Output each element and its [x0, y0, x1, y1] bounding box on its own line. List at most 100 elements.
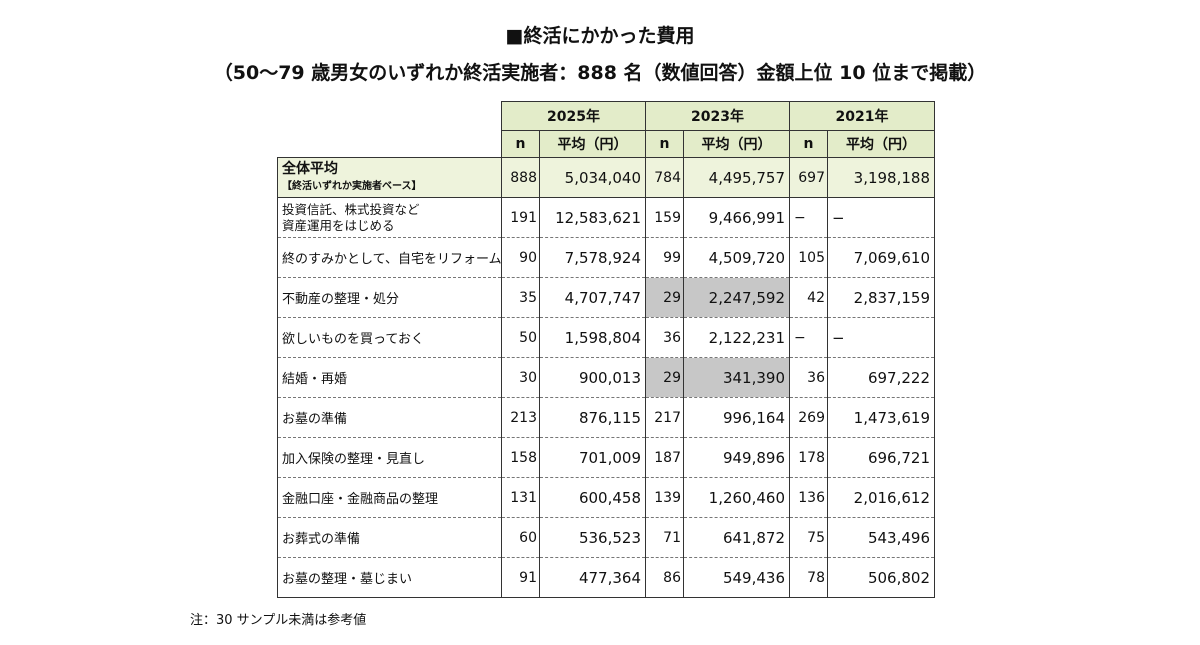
- avg-2025: 12,583,621: [539, 197, 646, 238]
- avg-2023: 549,436: [683, 557, 790, 598]
- year-header-2021: 2021年: [789, 101, 935, 131]
- row-label: 金融口座・金融商品の整理: [277, 477, 502, 518]
- avg-2021: 7,069,610: [827, 237, 935, 278]
- n-2021: 136: [789, 477, 828, 518]
- n-2025: 35: [501, 277, 540, 318]
- n-2023: 217: [645, 397, 684, 438]
- table-row: 結婚・再婚 30 900,013 29 341,390 36 697,222: [277, 357, 935, 398]
- n-2023: 187: [645, 437, 684, 478]
- avg-2023: 4,509,720: [683, 237, 790, 278]
- footnote: 注：30 サンプル未満は参考値: [190, 613, 367, 628]
- avg-2025: 876,115: [539, 397, 646, 438]
- n-2023: 36: [645, 317, 684, 358]
- avg-2021: −: [827, 197, 935, 238]
- avg-2021: 543,496: [827, 517, 935, 558]
- col-avg-2023: 平均（円）: [683, 130, 790, 158]
- total-label: 全体平均: [282, 160, 338, 177]
- table-row: 終のすみかとして、自宅をリフォーム 90 7,578,924 99 4,509,…: [277, 237, 935, 278]
- header-column-row: n 平均（円） n 平均（円） n 平均（円）: [277, 130, 935, 158]
- n-2021: 105: [789, 237, 828, 278]
- col-n-2023: n: [645, 130, 684, 158]
- chart-subtitle: （50～79 歳男女のいずれか終活実施者：888 名（数値回答）金額上位 10 …: [213, 62, 987, 84]
- n-2021: 42: [789, 277, 828, 318]
- n-2025: 60: [501, 517, 540, 558]
- cost-table: 2025年 2023年 2021年 n 平均（円） n 平均（円） n 平均（円…: [277, 101, 935, 598]
- avg-2023: 9,466,991: [683, 197, 790, 238]
- row-label: 欲しいものを買っておく: [277, 317, 502, 358]
- table-row: お墓の準備 213 876,115 217 996,164 269 1,473,…: [277, 397, 935, 438]
- avg-2023: 2,122,231: [683, 317, 790, 358]
- row-label: 終のすみかとして、自宅をリフォーム: [277, 237, 502, 278]
- n-2021: 178: [789, 437, 828, 478]
- avg-2023: 641,872: [683, 517, 790, 558]
- year-header-2023: 2023年: [645, 101, 790, 131]
- header-blank: [277, 130, 502, 158]
- row-label: 加入保険の整理・見直し: [277, 437, 502, 478]
- n-2023: 159: [645, 197, 684, 238]
- n-2023: 139: [645, 477, 684, 518]
- n-2021: −: [789, 197, 828, 238]
- avg-2025: 900,013: [539, 357, 646, 398]
- table-row: 欲しいものを買っておく 50 1,598,804 36 2,122,231 − …: [277, 317, 935, 358]
- n-2025: 50: [501, 317, 540, 358]
- row-label: 結婚・再婚: [277, 357, 502, 398]
- n-2021: 269: [789, 397, 828, 438]
- header-year-row: 2025年 2023年 2021年: [277, 101, 935, 131]
- total-sublabel: 【終活いずれか実施者ベース】: [282, 180, 422, 192]
- n-2021: 75: [789, 517, 828, 558]
- header-blank: [277, 101, 502, 131]
- n-2023: 86: [645, 557, 684, 598]
- avg-2021: 1,473,619: [827, 397, 935, 438]
- col-avg-2025: 平均（円）: [539, 130, 646, 158]
- n-2023: 71: [645, 517, 684, 558]
- avg-2021: −: [827, 317, 935, 358]
- avg-2025: 4,707,747: [539, 277, 646, 318]
- n-2025: 91: [501, 557, 540, 598]
- avg-2021: 506,802: [827, 557, 935, 598]
- n-2025: 213: [501, 397, 540, 438]
- n-2023: 784: [645, 157, 684, 198]
- row-label: お墓の準備: [277, 397, 502, 438]
- row-label: 全体平均 【終活いずれか実施者ベース】: [277, 157, 502, 198]
- row-label: 投資信託、株式投資など 資産運用をはじめる: [277, 197, 502, 238]
- row-label-line2: 資産運用をはじめる: [282, 217, 395, 233]
- row-label: お墓の整理・墓じまい: [277, 557, 502, 598]
- col-n-2021: n: [789, 130, 828, 158]
- total-row: 全体平均 【終活いずれか実施者ベース】 888 5,034,040 784 4,…: [277, 157, 935, 198]
- avg-2021: 2,016,612: [827, 477, 935, 518]
- avg-2025: 701,009: [539, 437, 646, 478]
- table-row: 不動産の整理・処分 35 4,707,747 29 2,247,592 42 2…: [277, 277, 935, 318]
- avg-2025: 536,523: [539, 517, 646, 558]
- n-2025: 90: [501, 237, 540, 278]
- n-2023-low-sample: 29: [645, 357, 684, 398]
- table-row: 投資信託、株式投資など 資産運用をはじめる 191 12,583,621 159…: [277, 197, 935, 238]
- avg-2023: 1,260,460: [683, 477, 790, 518]
- avg-2025: 600,458: [539, 477, 646, 518]
- n-2021: 697: [789, 157, 828, 198]
- avg-2021: 697,222: [827, 357, 935, 398]
- table-row: お墓の整理・墓じまい 91 477,364 86 549,436 78 506,…: [277, 557, 935, 598]
- avg-2021: 3,198,188: [827, 157, 935, 198]
- year-header-2025: 2025年: [501, 101, 646, 131]
- n-2021: 36: [789, 357, 828, 398]
- n-2025: 30: [501, 357, 540, 398]
- row-label: 不動産の整理・処分: [277, 277, 502, 318]
- avg-2025: 5,034,040: [539, 157, 646, 198]
- row-label-line1: 投資信託、株式投資など: [282, 201, 420, 217]
- n-2023: 99: [645, 237, 684, 278]
- n-2025: 191: [501, 197, 540, 238]
- avg-2021: 2,837,159: [827, 277, 935, 318]
- avg-2025: 477,364: [539, 557, 646, 598]
- avg-2023: 996,164: [683, 397, 790, 438]
- avg-2023: 949,896: [683, 437, 790, 478]
- col-avg-2021: 平均（円）: [827, 130, 935, 158]
- avg-2023-low-sample: 2,247,592: [683, 277, 790, 318]
- avg-2021: 696,721: [827, 437, 935, 478]
- n-2025: 158: [501, 437, 540, 478]
- n-2021: −: [789, 317, 828, 358]
- col-n-2025: n: [501, 130, 540, 158]
- avg-2025: 1,598,804: [539, 317, 646, 358]
- table-row: 金融口座・金融商品の整理 131 600,458 139 1,260,460 1…: [277, 477, 935, 518]
- avg-2023-low-sample: 341,390: [683, 357, 790, 398]
- chart-title: ■終活にかかった費用: [505, 25, 695, 47]
